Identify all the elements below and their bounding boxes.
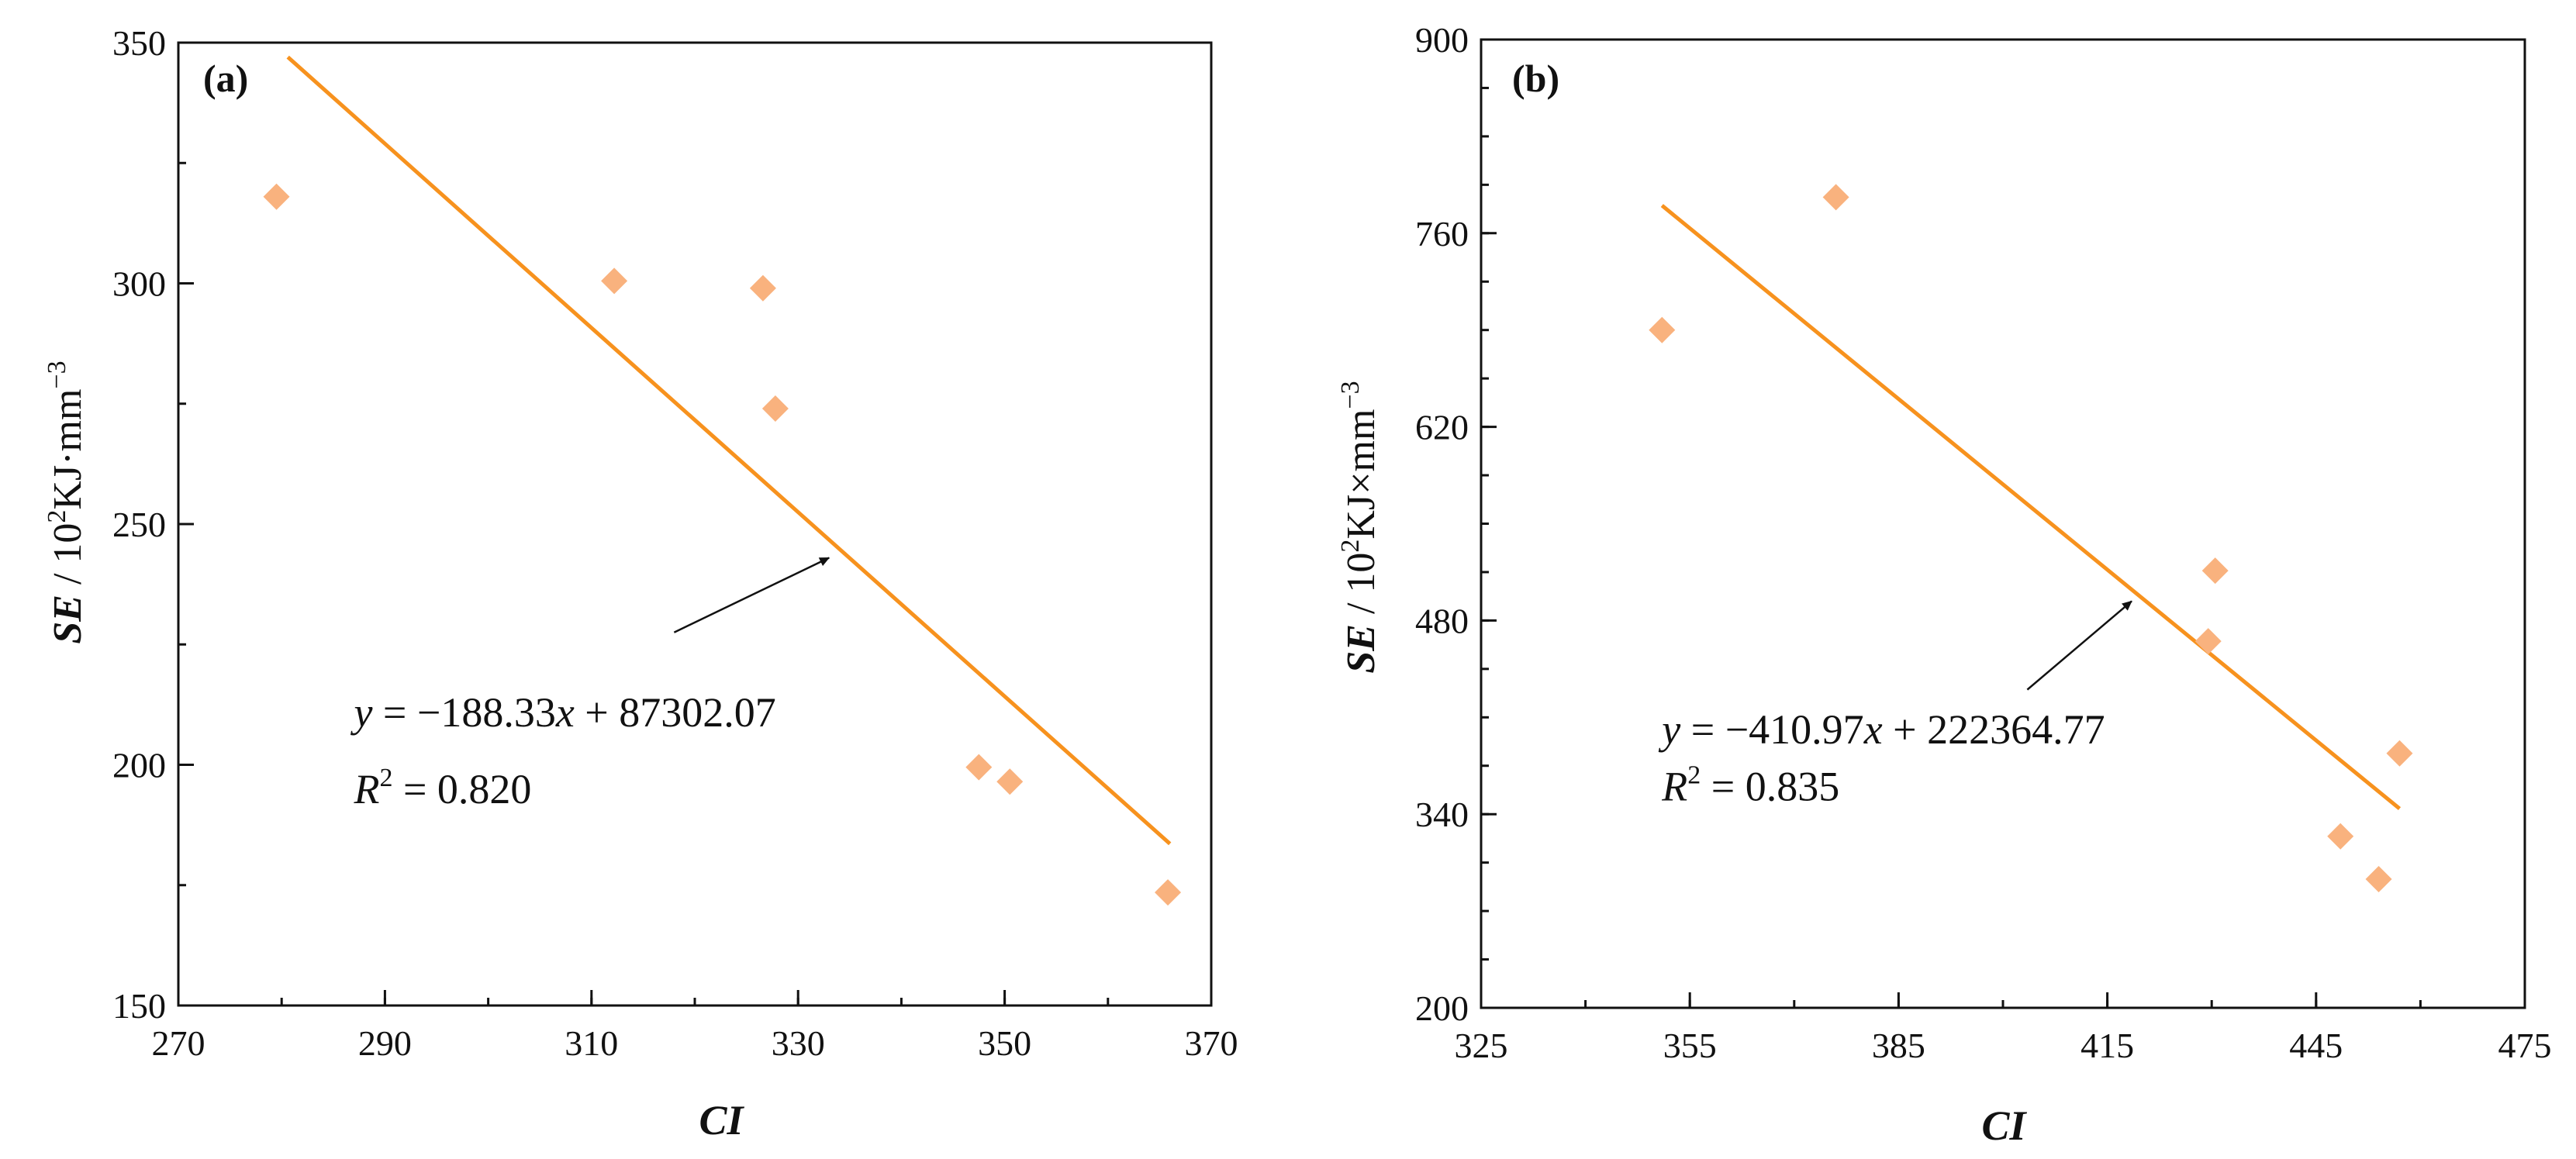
y-axis-title-unit-exp-b: −3 xyxy=(1336,381,1365,409)
equation-tail-a: + 87302.07 xyxy=(575,689,776,736)
x-tick-label-a: 270 xyxy=(152,1023,205,1063)
data-point-b xyxy=(2201,557,2229,585)
x-tick-label-a: 370 xyxy=(1185,1023,1238,1063)
data-point-b xyxy=(2386,740,2413,767)
y-tick-label-a: 350 xyxy=(112,23,166,63)
plot-frame-b xyxy=(1480,38,2526,1009)
y-tick-label-a: 250 xyxy=(112,505,166,544)
r-squared-a: R2 = 0.820 xyxy=(353,764,531,812)
data-point-a xyxy=(601,267,628,295)
chart-panel-b: (b) CI SE / 102KJ×mm−3 y = −410.97x + 22… xyxy=(1336,20,2552,1149)
y-tick-label-b: 340 xyxy=(1415,795,1469,834)
data-point-b xyxy=(1822,184,1849,211)
y-axis-title-symbol-a: SE xyxy=(46,595,90,644)
r2-exp-a: 2 xyxy=(379,764,392,792)
equation-rhs-a: = −188.33 xyxy=(372,689,555,736)
equation-lhs-a: y xyxy=(350,689,372,736)
y-axis-title-unit-exp-a: −3 xyxy=(43,360,71,388)
plot-frame-a xyxy=(177,41,1213,1007)
x-tick-label-b: 415 xyxy=(2080,1026,2134,1065)
x-tick-label-b: 445 xyxy=(2289,1026,2343,1065)
x-tick-label-b: 475 xyxy=(2498,1026,2552,1065)
y-tick-label-b: 760 xyxy=(1415,214,1469,254)
r2-symbol-b: R xyxy=(1661,763,1687,809)
y-axis-title-a: SE / 102KJ·mm−3 xyxy=(43,360,90,643)
x-tick-label-b: 355 xyxy=(1663,1026,1717,1065)
x-tick-label-a: 310 xyxy=(565,1023,618,1063)
data-point-a xyxy=(761,395,789,422)
y-axis-title-b: SE / 102KJ×mm−3 xyxy=(1336,381,1383,673)
data-point-b xyxy=(2327,823,2354,850)
equation-var-b: x xyxy=(1863,706,1883,753)
chart-panel-a: (a) CI SE / 102KJ·mm−3 y = −188.33x + 87… xyxy=(43,23,1238,1143)
x-tick-label-a: 330 xyxy=(772,1023,825,1063)
y-tick-label-b: 900 xyxy=(1415,20,1469,60)
fit-line-b xyxy=(1660,204,2402,810)
y-tick-label-a: 200 xyxy=(112,746,166,785)
data-point-b xyxy=(2194,628,2222,655)
data-point-b xyxy=(1649,316,1676,343)
x-tick-label-a: 350 xyxy=(978,1023,1031,1063)
data-point-a xyxy=(965,754,993,781)
r2-value-b: = 0.835 xyxy=(1701,763,1839,809)
y-axis-title-unit-b: KJ×mm xyxy=(1339,409,1383,540)
equation-tail-b: + 222364.77 xyxy=(1883,706,2105,753)
y-axis-title-prefix-a: / 10 xyxy=(46,523,90,595)
y-axis-title-unit-a: KJ·mm xyxy=(46,389,90,510)
data-point-a xyxy=(1155,879,1182,906)
panel-label-a: (a) xyxy=(203,57,248,100)
y-axis-title-exp-a: 2 xyxy=(43,510,71,523)
y-tick-label-b: 620 xyxy=(1415,408,1469,447)
equation-var-a: x xyxy=(555,689,575,736)
panel-label-b: (b) xyxy=(1512,57,1559,100)
r2-symbol-a: R xyxy=(353,766,379,812)
equation-lhs-b: y xyxy=(1658,706,1680,753)
y-axis-title-symbol-b: SE xyxy=(1339,624,1383,674)
regression-equation-b: y = −410.97x + 222364.77 xyxy=(1658,706,2105,753)
y-axis-title-exp-b: 2 xyxy=(1336,540,1365,553)
annotation-arrow-b xyxy=(2026,600,2132,691)
r-squared-b: R2 = 0.835 xyxy=(1661,761,1839,809)
equation-rhs-b: = −410.97 xyxy=(1680,706,1863,753)
annotation-arrow-a xyxy=(673,557,830,633)
x-tick-label-a: 290 xyxy=(358,1023,412,1063)
x-axis-title-a: CI xyxy=(699,1097,744,1143)
fit-line-a xyxy=(286,55,1172,846)
regression-equation-a: y = −188.33x + 87302.07 xyxy=(350,689,775,736)
y-tick-label-a: 150 xyxy=(112,986,166,1026)
y-tick-label-a: 300 xyxy=(112,264,166,304)
r2-exp-b: 2 xyxy=(1687,761,1701,789)
y-tick-label-b: 200 xyxy=(1415,988,1469,1028)
x-tick-label-b: 325 xyxy=(1455,1026,1508,1065)
data-point-a xyxy=(749,274,776,302)
x-axis-title-b: CI xyxy=(1981,1102,2027,1149)
data-point-a xyxy=(263,183,290,210)
x-tick-label-b: 385 xyxy=(1872,1026,1925,1065)
r2-value-a: = 0.820 xyxy=(392,766,531,812)
y-tick-label-b: 480 xyxy=(1415,601,1469,640)
data-point-a xyxy=(996,768,1024,795)
data-point-b xyxy=(2365,866,2392,893)
y-axis-title-prefix-b: / 10 xyxy=(1339,553,1383,624)
